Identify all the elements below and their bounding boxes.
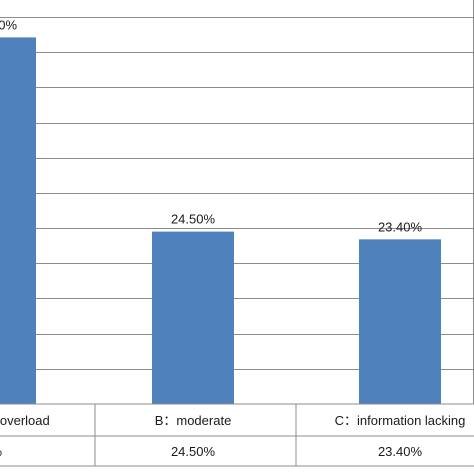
table-category-cell: C：information lacking [335, 413, 466, 428]
table-value-cell: 23.40% [378, 444, 423, 459]
table-category-cell: B：moderate [155, 413, 232, 428]
data-label: 23.40% [378, 219, 423, 234]
table-value-cell: 52.10% [0, 444, 2, 459]
bar [359, 239, 441, 404]
data-table [0, 403, 474, 467]
table-category-cell: A：information overload [0, 413, 50, 428]
table-value-cell: 24.50% [171, 444, 216, 459]
data-label: 24.50% [171, 212, 216, 227]
table-cells: A：information overload B：moderate C：inform… [0, 413, 465, 459]
data-labels: 52.10% 24.50% 23.40% [0, 17, 422, 234]
bars [0, 37, 441, 404]
bar [0, 37, 36, 404]
bar [152, 231, 234, 404]
data-label: 52.10% [0, 17, 17, 32]
